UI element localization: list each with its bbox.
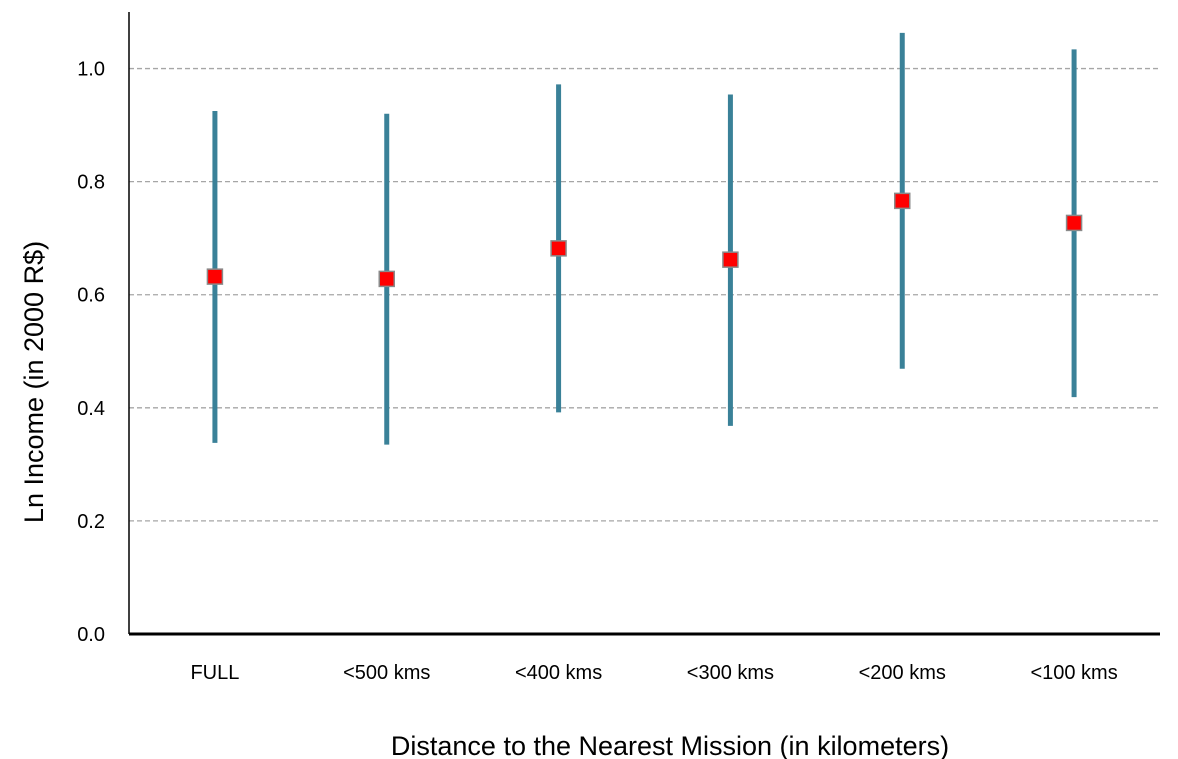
y-tick-label-3: 0.6 xyxy=(77,285,105,307)
point-marker-2 xyxy=(550,240,567,257)
x-tick-label-3: <300 kms xyxy=(687,662,774,684)
y-tick-labels: 0.0 0.2 0.4 0.6 0.8 1.0 xyxy=(77,59,105,646)
x-tick-label-1: <500 kms xyxy=(343,662,430,684)
y-tick-label-4: 0.8 xyxy=(77,172,105,194)
point-marker-4 xyxy=(894,192,911,210)
x-tick-label-0: FULL xyxy=(190,662,239,684)
point-marker-5 xyxy=(1065,214,1083,232)
gridlines xyxy=(129,67,1160,522)
y-axis-title: Ln Income (in 2000 R$) xyxy=(19,241,49,523)
y-tick-label-2: 0.4 xyxy=(77,398,105,420)
x-axis-title: Distance to the Nearest Mission (in kilo… xyxy=(391,731,949,759)
y-tick-label-0: 0.0 xyxy=(77,624,105,646)
point-marker-1 xyxy=(378,270,395,288)
point-marker-3 xyxy=(722,251,739,268)
point-marker-0 xyxy=(206,268,224,285)
point-markers xyxy=(206,192,1083,288)
x-tick-label-5: <100 kms xyxy=(1030,662,1117,684)
x-tick-label-2: <400 kms xyxy=(515,662,602,684)
y-tick-label-5: 1.0 xyxy=(77,59,105,81)
y-tick-label-1: 0.2 xyxy=(77,511,105,533)
x-tick-labels: FULL <500 kms <400 kms <300 kms <200 kms <100… xyxy=(190,662,1117,684)
error-bars xyxy=(212,32,1077,445)
x-tick-label-4: <200 kms xyxy=(859,662,946,684)
